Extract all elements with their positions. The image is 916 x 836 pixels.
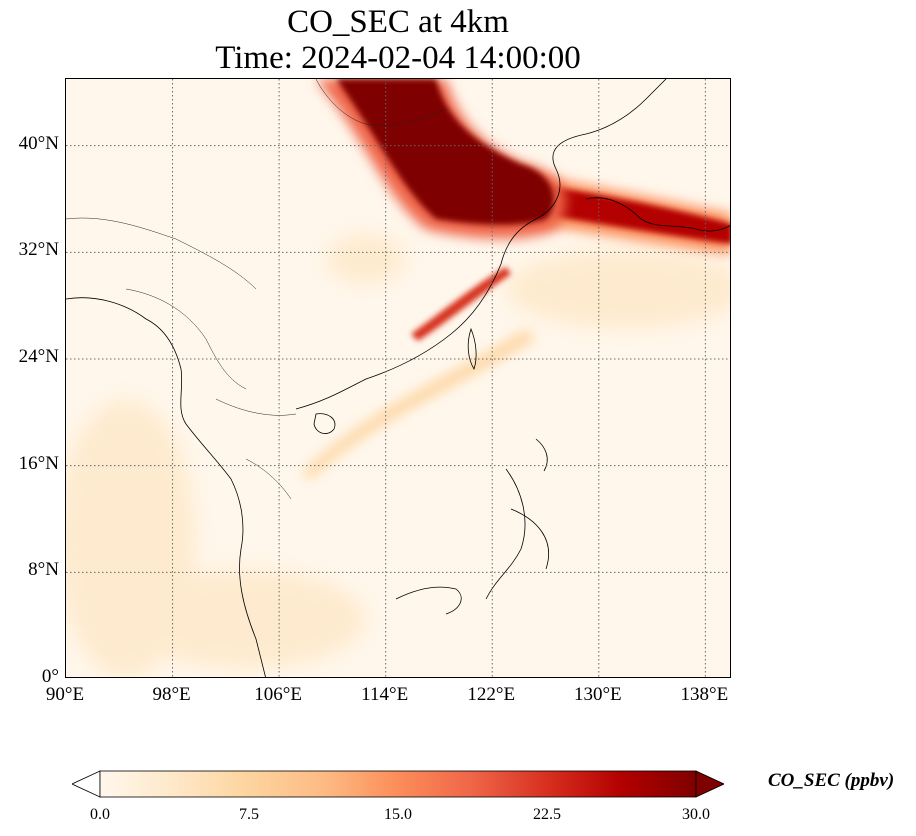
lat-tick-label: 40°N (18, 132, 59, 154)
gridlines (66, 79, 730, 677)
colorbar-tick-label: 7.5 (239, 806, 259, 823)
lon-tick-label: 130°E (573, 684, 622, 705)
narrow-band-taiwan-strait (411, 267, 511, 341)
colorbar-label: CO_SEC (ppbv) (768, 770, 895, 791)
lon-tick-label: 114°E (361, 684, 409, 705)
light-streak-south-china-sea (301, 329, 536, 479)
lat-tick-label: 8°N (28, 559, 59, 581)
colorbar (72, 770, 724, 798)
coastlines (66, 79, 730, 677)
map-panel (65, 78, 731, 678)
concentration-field-light (66, 234, 730, 677)
colorbar-extend-low (72, 770, 101, 798)
colorbar-tick-label: 22.5 (533, 806, 561, 823)
lat-tick-label: 24°N (18, 346, 59, 367)
lon-tick-label: 138°E (680, 684, 729, 705)
lat-tick-label: 0° (41, 666, 59, 687)
map-canvas (66, 79, 730, 677)
chart-subtitle: Time: 2024-02-04 14:00:00 (215, 40, 581, 76)
colorbar-extend-high (695, 770, 724, 798)
colorbar-tick-label: 15.0 (384, 806, 412, 823)
colorbar-body (99, 770, 697, 798)
lat-tick-label: 16°N (18, 452, 59, 474)
colorbar-tick-label: 30.0 (682, 806, 710, 823)
lon-tick-label: 122°E (467, 684, 516, 705)
chart-title: CO_SEC at 4km (287, 4, 509, 40)
country-borders (66, 79, 447, 500)
colorbar-tick-label: 0.0 (90, 806, 110, 823)
lon-tick-label: 98°E (152, 684, 191, 705)
main-plume-northern-china (316, 79, 566, 239)
lat-tick-label: 32°N (18, 239, 59, 261)
lon-tick-label: 90°E (45, 684, 85, 705)
lon-tick-label: 106°E (254, 684, 302, 705)
